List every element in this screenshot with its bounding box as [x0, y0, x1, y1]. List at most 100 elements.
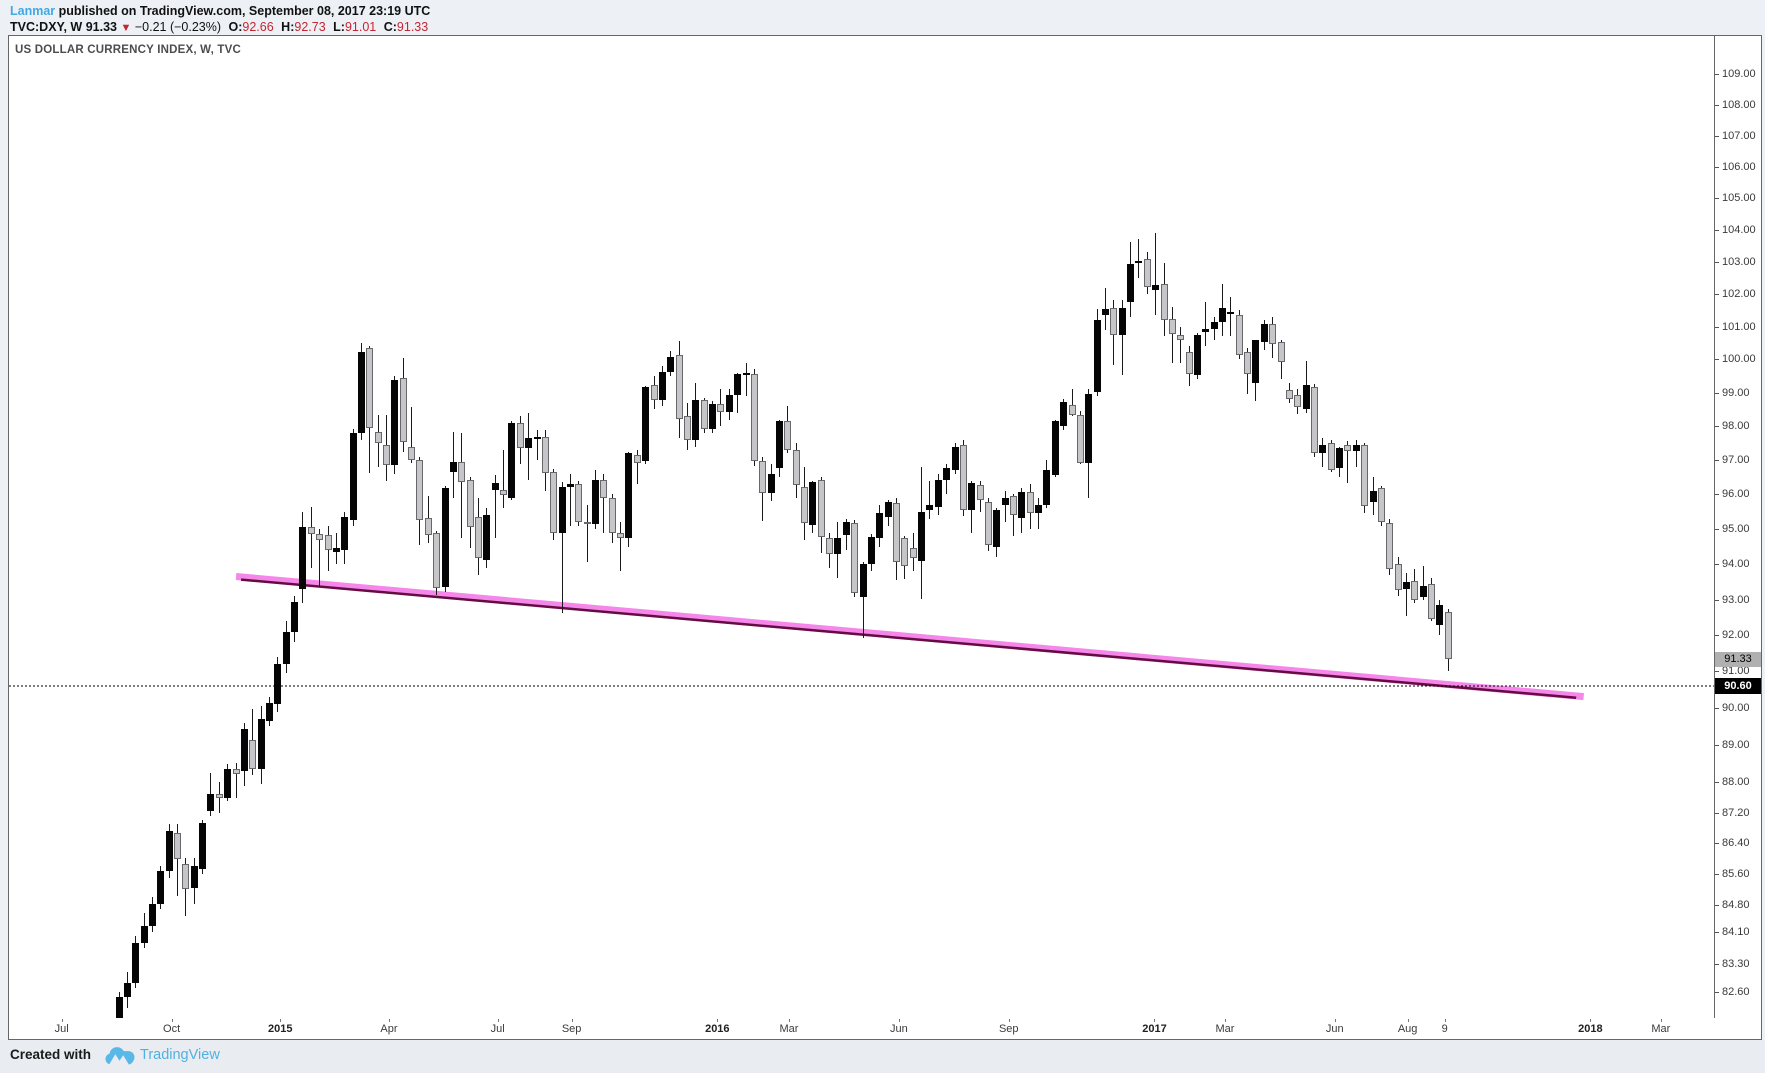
candle-up: [533, 437, 541, 440]
candle-down: [759, 460, 767, 493]
candle-up: [775, 420, 783, 469]
tradingview-logo-icon[interactable]: [105, 1045, 135, 1071]
price-tick-label: 94.00: [1722, 558, 1750, 571]
publisher-link[interactable]: Lanmar: [10, 4, 56, 18]
price-axis[interactable]: 109.00 108.00 107.00 106.00 105.00 104.00 103.…: [1715, 36, 1761, 1018]
time-tick-mark: [1590, 1019, 1592, 1022]
low-label: L:: [333, 20, 345, 34]
candle-up: [1252, 340, 1260, 384]
candle-up: [1352, 445, 1360, 452]
candle-down: [683, 415, 691, 441]
candle-up: [282, 632, 290, 664]
close-label: C:: [383, 20, 397, 34]
price-tick-mark: [1715, 166, 1719, 168]
tradingview-link[interactable]: TradingView: [140, 1047, 220, 1063]
candle-wick: [1171, 306, 1173, 363]
candle-wick: [1121, 300, 1123, 375]
candle-up: [1093, 320, 1101, 392]
candle-up: [1436, 604, 1444, 625]
chart-title: US DOLLAR CURRENCY INDEX, W, TVC: [15, 44, 241, 56]
candle-wick: [603, 473, 605, 533]
candle-down: [1068, 405, 1076, 415]
price-tick-label: 88.00: [1722, 776, 1750, 789]
candle-up: [834, 538, 842, 555]
candle-up: [483, 515, 491, 561]
candle-wick: [636, 449, 638, 485]
candle-up: [934, 480, 942, 508]
candle-down: [1177, 335, 1185, 341]
price-tick-mark: [1715, 904, 1719, 906]
price-tick-label: 95.00: [1722, 523, 1750, 536]
price-tick-mark: [1715, 494, 1719, 496]
candle-wick: [1347, 441, 1349, 484]
price-tick-label: 103.00: [1722, 255, 1756, 268]
candle-down: [976, 485, 984, 501]
time-tick-mark: [1224, 1019, 1226, 1022]
candle-up: [1227, 312, 1235, 315]
symbol-label[interactable]: TVC:DXY, W: [10, 20, 83, 34]
time-tick-label: Mar: [1215, 1023, 1235, 1035]
time-tick-mark: [898, 1019, 900, 1022]
time-tick-mark: [788, 1019, 790, 1022]
candle-up: [558, 487, 566, 534]
price-tick-label: 108.00: [1722, 98, 1756, 111]
high-value: 92.73: [294, 20, 326, 34]
price-tick-label: 99.00: [1722, 386, 1750, 399]
candle-down: [433, 533, 441, 589]
candle-wick: [1422, 565, 1424, 600]
price-tick-mark: [1715, 991, 1719, 993]
candle-up: [867, 537, 875, 565]
candle-up: [1101, 308, 1109, 316]
candle-down: [458, 462, 466, 483]
price-tick-label: 109.00: [1722, 68, 1756, 81]
close-value: 91.33: [396, 20, 429, 34]
time-tick-mark: [1660, 1019, 1662, 1022]
time-axis[interactable]: Jul Oct 2015 Apr Jul Sep 2016 Mar Jun Sep 2017 Mar J…: [9, 1019, 1761, 1039]
candle-up: [491, 483, 499, 490]
price-tick-mark: [1715, 812, 1719, 814]
last-price-axis-label: 91.33: [1715, 651, 1761, 667]
candle-wick: [536, 429, 538, 461]
candle-wick: [586, 504, 588, 562]
candle-up: [1152, 284, 1160, 290]
candle-down: [1386, 523, 1394, 570]
candle-up: [918, 512, 926, 562]
candle-up: [725, 395, 733, 412]
candle-down: [700, 400, 708, 430]
pink-trendline[interactable]: [235, 572, 1584, 701]
candle-up: [1402, 582, 1410, 589]
candle-down: [424, 518, 432, 536]
candle-down: [249, 740, 257, 769]
time-tick-label: Apr: [380, 1023, 398, 1035]
footer-bar: Created with TradingView: [0, 1040, 1765, 1073]
time-tick-label: Jun: [1325, 1023, 1344, 1035]
candle-down: [817, 480, 825, 538]
time-tick-label: Jul: [490, 1023, 505, 1035]
candle-down: [182, 864, 190, 889]
symbol-quote-line: TVC:DXY, W 91.33 ▼ −0.21 (−0.23%) O:92.6…: [10, 19, 430, 36]
plot-area[interactable]: US DOLLAR CURRENCY INDEX, W, TVC: [9, 36, 1715, 1018]
candle-up: [207, 794, 215, 812]
candle-up: [1060, 402, 1068, 426]
candle-wick: [494, 474, 496, 539]
candle-wick: [503, 450, 505, 509]
candle-up: [1260, 324, 1268, 343]
candle-up: [274, 663, 282, 705]
candle-up: [658, 372, 666, 401]
price-tick-mark: [1715, 708, 1719, 709]
price-tick-label: 91.00: [1722, 665, 1750, 678]
price-tick-mark: [1715, 74, 1719, 76]
candle-down: [959, 445, 967, 511]
candle-wick: [235, 763, 237, 799]
time-tick-mark: [61, 1019, 63, 1022]
price-tick-mark: [1715, 782, 1719, 784]
candle-up: [190, 866, 198, 889]
dark-trendline[interactable]: [240, 578, 1577, 699]
candle-down: [1076, 414, 1084, 463]
price-tick-label: 102.00: [1722, 287, 1756, 300]
candle-up: [968, 483, 976, 511]
time-tick-label: 9: [1441, 1023, 1448, 1035]
price-tick-label: 85.60: [1722, 867, 1750, 880]
candle-up: [265, 703, 273, 722]
